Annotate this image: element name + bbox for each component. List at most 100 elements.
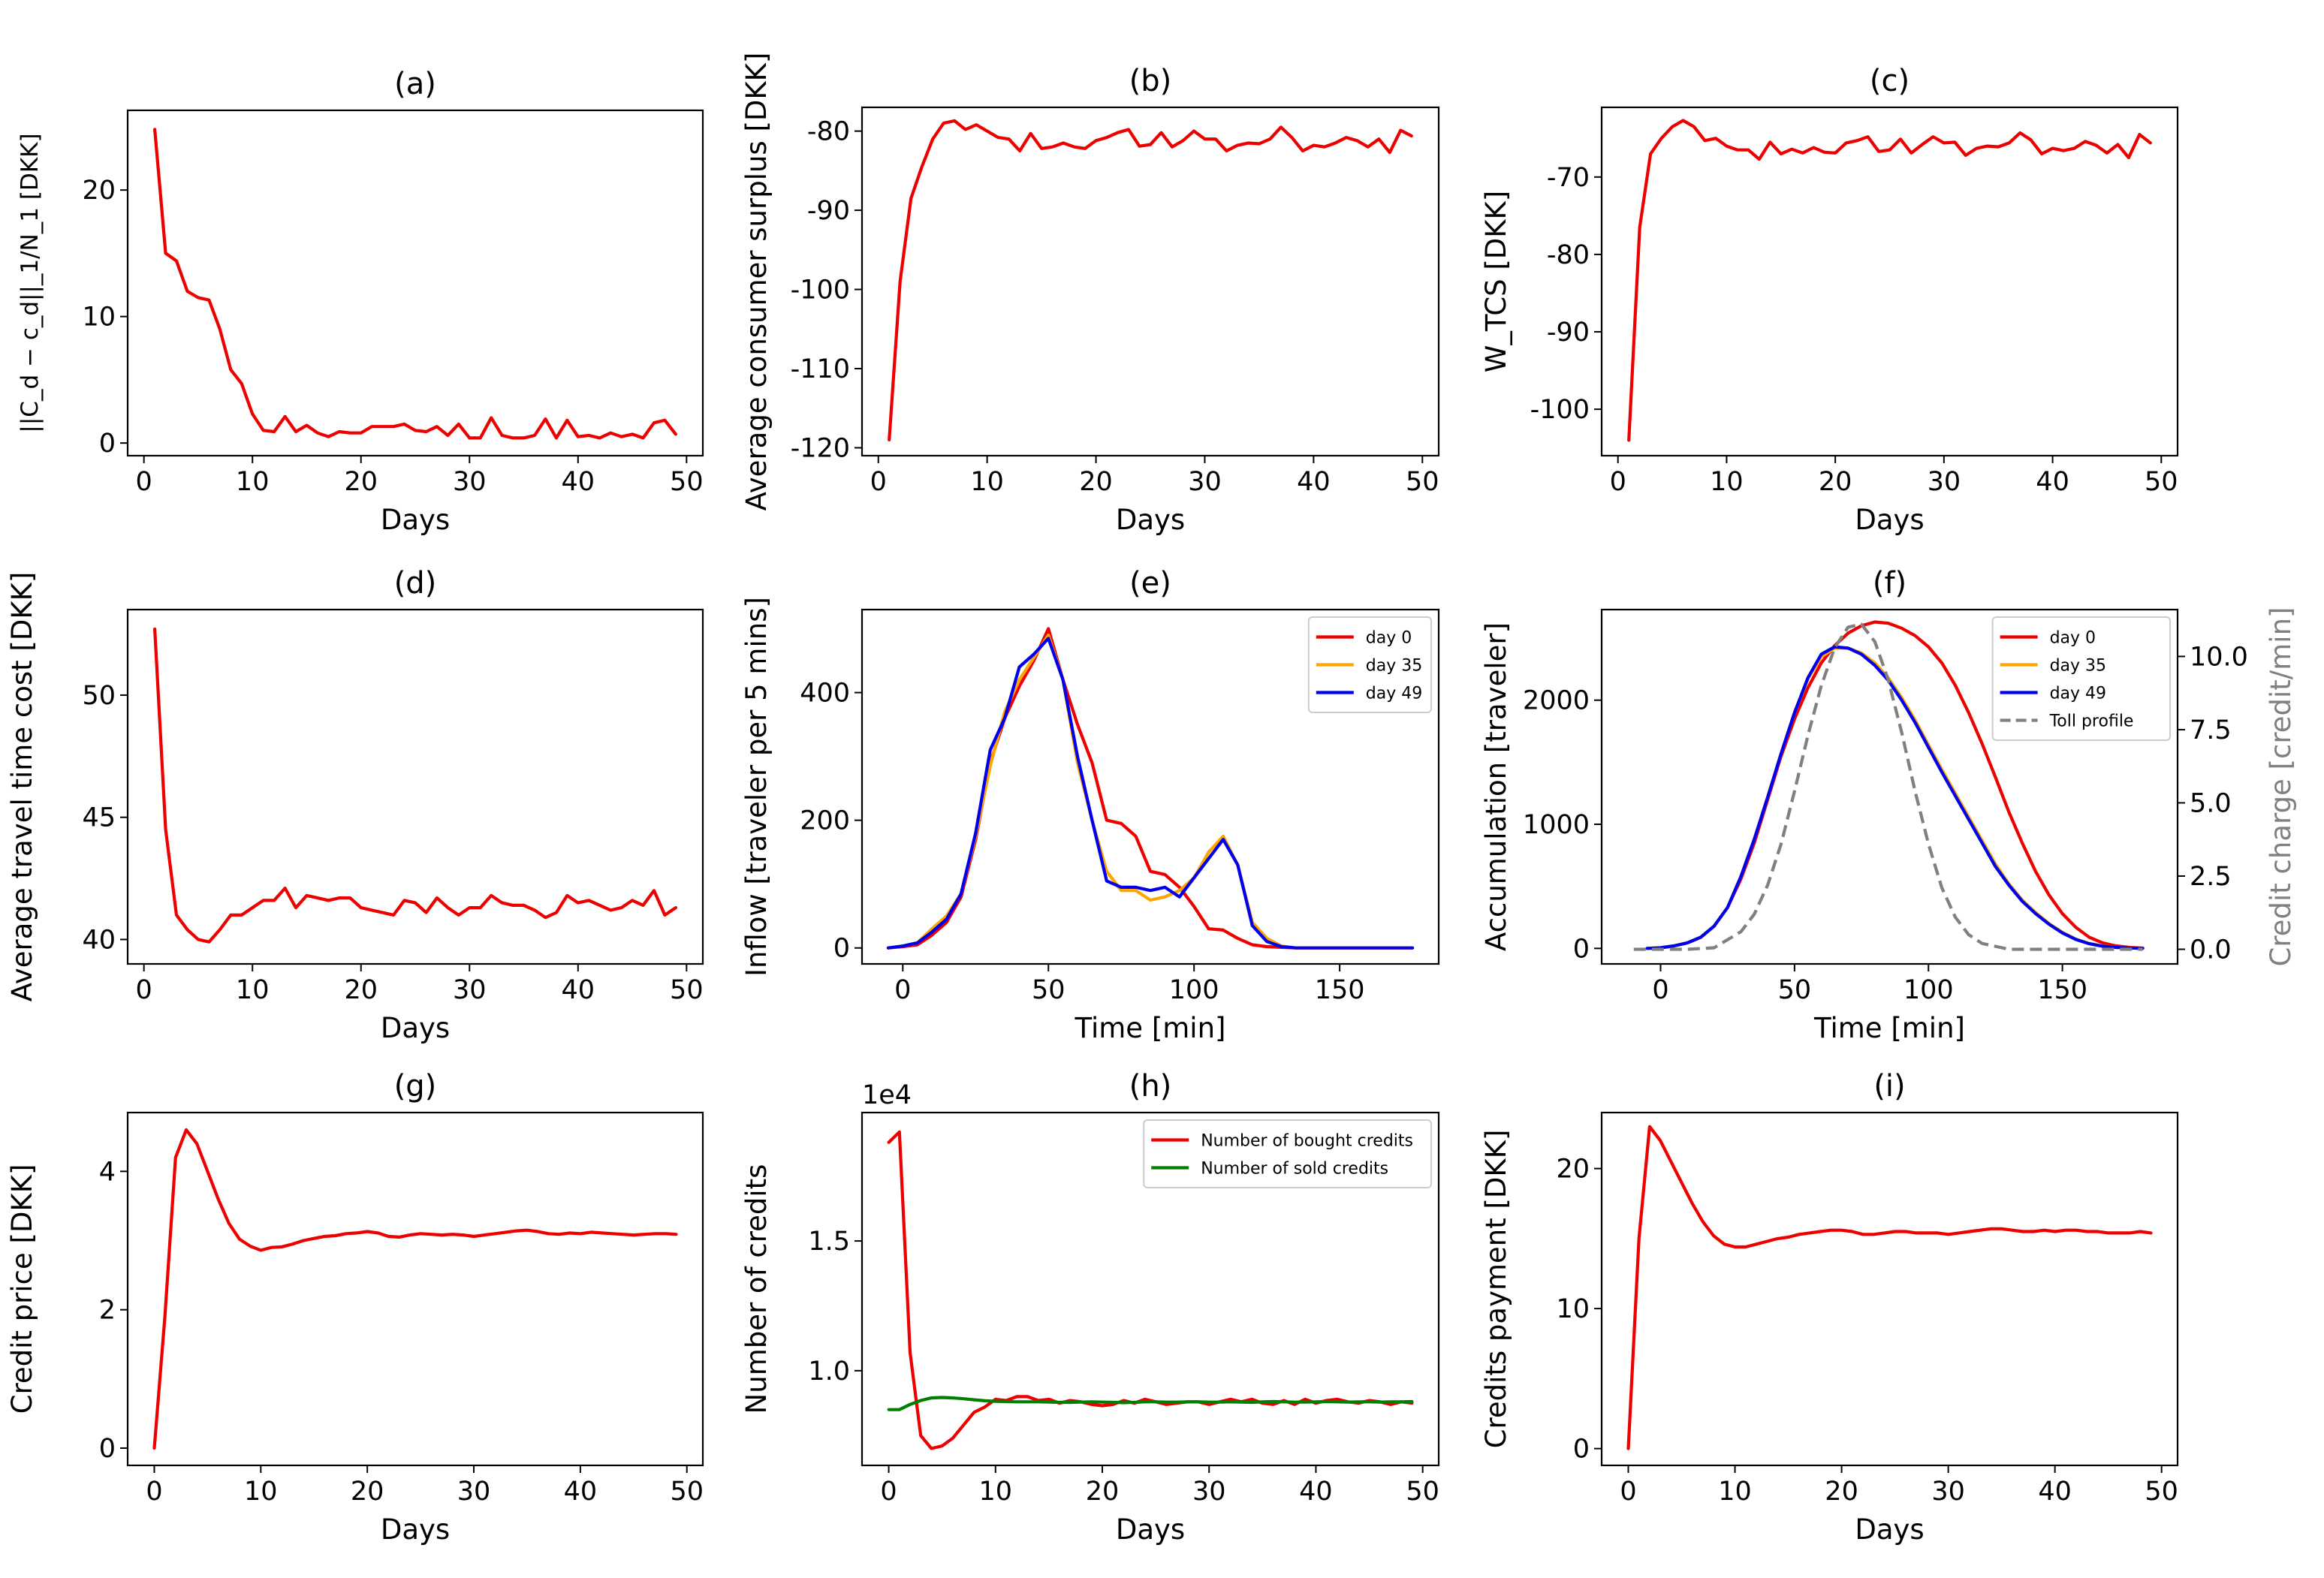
panel-e: 0 50 100 150 0 200 400 (e) Time [min] Inflow [tra… <box>740 566 1440 1044</box>
x-tick-label: 50 <box>2145 467 2178 497</box>
x-axis-label: Days <box>381 1012 450 1044</box>
y-right-tick-label: 10.0 <box>2190 642 2248 672</box>
panel-b: 0 10 20 30 40 50 -120 -110 -100 -90 -80 (b) Days Aver… <box>740 53 1440 536</box>
series-line-day-49 <box>886 637 1415 950</box>
y-axis-label: Average consumer surplus [DKK] <box>740 53 773 511</box>
x-tick-label: 40 <box>1299 1477 1333 1507</box>
chart-title: (b) <box>1129 64 1172 98</box>
x-tick-label: 10 <box>244 1477 278 1507</box>
legend: Number of bought credits Number of sold c… <box>1143 1119 1432 1188</box>
x-tick-label: 20 <box>1825 1477 1858 1507</box>
x-axis-label: Time [min] <box>1075 1012 1226 1044</box>
x-tick-label: 0 <box>1620 1477 1636 1507</box>
y-tick-label: 200 <box>800 806 850 836</box>
x-tick-label: 0 <box>136 975 152 1005</box>
x-tick-label: 10 <box>236 467 270 497</box>
chart-title: (a) <box>394 67 436 101</box>
x-tick-label: 20 <box>351 1477 384 1507</box>
y-right-axis-label: Credit charge [credit/min] <box>2265 607 2297 967</box>
y-axis-label: Average travel time cost [DKK] <box>6 572 38 1002</box>
legend-label: Toll profile <box>2049 712 2134 731</box>
y-tick-label: 0 <box>99 1434 116 1464</box>
y-right-tick-label: 7.5 <box>2190 715 2232 745</box>
x-tick-label: 20 <box>344 467 378 497</box>
chart-title: (h) <box>1129 1069 1172 1104</box>
x-tick-label: 40 <box>562 467 595 497</box>
y-tick-label: 0 <box>833 934 850 964</box>
y-tick-label: 10 <box>1556 1294 1590 1324</box>
legend-label: day 35 <box>1366 657 1422 676</box>
panel-h: 0 10 20 30 40 50 1.0 1.5 (h) 1e4 Days Number of cre… <box>740 1069 1440 1546</box>
x-tick-label: 0 <box>146 1477 162 1507</box>
y-tick-label: 1000 <box>1523 810 1590 840</box>
chart-title: (g) <box>394 1069 437 1104</box>
x-tick-label: 30 <box>453 975 487 1005</box>
y-axis-label: Credit price [DKK] <box>6 1164 38 1414</box>
x-tick-label: 10 <box>1710 467 1744 497</box>
y-tick-label: 0 <box>99 429 116 459</box>
y-tick-label: 400 <box>800 679 850 709</box>
y-tick-label: -100 <box>791 276 850 306</box>
axis-offset-text: 1e4 <box>862 1080 912 1110</box>
y-tick-label: 0 <box>1573 934 1590 964</box>
x-axis-label: Time [min] <box>1813 1012 1965 1044</box>
panel-g: 0 10 20 30 40 50 0 2 4 (g) Days Credit price [DKK] <box>6 1069 704 1546</box>
plot-frame <box>1600 106 2179 457</box>
y-axis-label: Inflow [traveler per 5 mins] <box>740 597 773 977</box>
legend: day 0 day 35 day 49 <box>1307 616 1433 713</box>
x-tick-label: 100 <box>1169 975 1219 1005</box>
x-tick-label: 0 <box>880 1477 897 1507</box>
y-tick-label: -80 <box>1547 240 1590 270</box>
x-axis-label: Days <box>1855 1513 1924 1546</box>
y-tick-label: -120 <box>791 433 850 463</box>
x-axis-label: Days <box>1116 1513 1185 1546</box>
y-tick-label: -90 <box>1547 318 1590 348</box>
x-tick-label: 30 <box>1928 467 1961 497</box>
series-line-number-of-sold-credits <box>887 1396 1414 1411</box>
series-line-i <box>1626 1125 2153 1450</box>
panel-a: 0 10 20 30 40 50 0 10 20 (a) Days ||C_d − c_d||_1/N… <box>17 67 704 536</box>
chart-title: (f) <box>1873 566 1907 601</box>
y-tick-label: 10 <box>82 303 116 333</box>
panel-d: 0 10 20 30 40 50 40 45 50 (d) Days Average travel t… <box>6 566 704 1044</box>
y-tick-label: 20 <box>82 176 116 206</box>
plot-frame <box>1600 608 2179 965</box>
series-line-d <box>153 627 678 944</box>
y-tick-label: 20 <box>1556 1155 1590 1185</box>
y-tick-label: -70 <box>1547 163 1590 193</box>
x-tick-label: 50 <box>2145 1477 2178 1507</box>
panel-i: 0 10 20 30 40 50 0 10 20 (i) Days Credits payment [… <box>1480 1069 2179 1546</box>
legend-box <box>1991 616 2172 741</box>
plot-frame <box>861 1111 1440 1467</box>
y-right-tick-label: 2.5 <box>2190 862 2232 892</box>
x-tick-label: 10 <box>1718 1477 1752 1507</box>
x-axis-label: Days <box>1855 504 1924 536</box>
panel-f: 0 50 100 150 0 1000 2000 0.0 2.5 5.0 7.5 10.0 (f) Tim… <box>1480 566 2297 1044</box>
x-tick-label: 40 <box>2036 467 2069 497</box>
x-tick-label: 10 <box>979 1477 1013 1507</box>
y-axis-label: ||C_d − c_d||_1/N_1 [DKK] <box>17 133 44 432</box>
y-tick-label: 2 <box>99 1296 116 1326</box>
y-tick-label: 1.5 <box>808 1227 850 1257</box>
y-axis-label: Credits payment [DKK] <box>1480 1130 1512 1449</box>
legend-box <box>1143 1119 1432 1188</box>
x-axis-label: Days <box>381 1513 450 1546</box>
chart-title: (c) <box>1870 64 1910 98</box>
legend-label: day 0 <box>2050 629 2096 648</box>
chart-title: (i) <box>1873 1069 1905 1104</box>
plot-frame <box>126 608 704 965</box>
legend-label: Number of bought credits <box>1201 1132 1413 1151</box>
x-tick-label: 20 <box>1819 467 1852 497</box>
y-tick-label: -110 <box>791 354 850 384</box>
y-tick-label: 4 <box>99 1157 116 1187</box>
x-tick-label: 10 <box>236 975 270 1005</box>
x-tick-label: 0 <box>1610 467 1626 497</box>
x-tick-label: 50 <box>1778 975 1812 1005</box>
x-tick-label: 50 <box>670 1477 704 1507</box>
x-tick-label: 10 <box>970 467 1004 497</box>
legend-label: Number of sold credits <box>1201 1160 1388 1179</box>
x-tick-label: 30 <box>1192 1477 1226 1507</box>
x-tick-label: 50 <box>1406 467 1439 497</box>
y-tick-label: 50 <box>82 681 116 711</box>
